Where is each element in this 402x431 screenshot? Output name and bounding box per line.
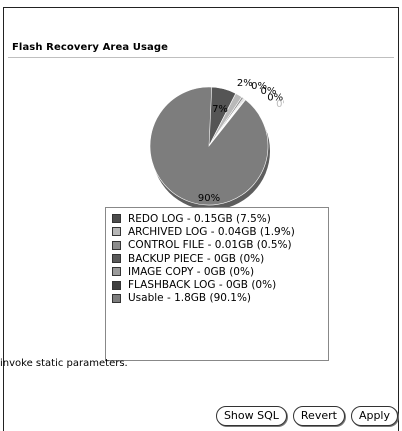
legend-label: ARCHIVED LOG - 0.04GB (1.9%) bbox=[128, 225, 295, 238]
revert-button[interactable]: Revert bbox=[292, 406, 345, 426]
pie-slice-label: 0% bbox=[267, 92, 283, 103]
pie-slice bbox=[149, 86, 269, 206]
bottom-panel bbox=[3, 332, 399, 431]
legend-swatch bbox=[112, 214, 121, 224]
pie-slice-label: 0% bbox=[251, 81, 267, 92]
apply-button[interactable]: Apply bbox=[350, 406, 398, 426]
pie-slice-label: 7% bbox=[212, 104, 228, 115]
chart-legend: REDO LOG - 0.15GB (7.5%) ARCHIVED LOG - … bbox=[105, 207, 329, 361]
legend-item-image-copy: IMAGE COPY - 0GB (0%) bbox=[112, 265, 328, 278]
pie-slice-label: 0% bbox=[260, 86, 276, 97]
legend-swatch bbox=[112, 267, 121, 277]
legend-label: IMAGE COPY - 0GB (0%) bbox=[128, 265, 255, 278]
usage-panel: Flash Recovery Area Usage 7%2%0%0%0%0%90… bbox=[3, 37, 399, 361]
show-sql-button[interactable]: Show SQL bbox=[215, 406, 287, 426]
pie-slice-label: 90% bbox=[198, 193, 220, 204]
legend-label: REDO LOG - 0.15GB (7.5%) bbox=[128, 212, 271, 225]
legend-label: CONTROL FILE - 0.01GB (0.5%) bbox=[128, 239, 292, 252]
legend-swatch bbox=[112, 240, 121, 250]
legend-item-backup-piece: BACKUP PIECE - 0GB (0%) bbox=[112, 252, 328, 265]
legend-swatch bbox=[112, 227, 121, 237]
pie-chart: 7%2%0%0%0%0%90% bbox=[149, 78, 284, 210]
legend-swatch bbox=[112, 280, 121, 290]
pie-slice-label: 2% bbox=[237, 78, 253, 89]
action-buttons: Show SQL Revert Apply bbox=[215, 406, 398, 426]
legend-label: FLASHBACK LOG - 0GB (0%) bbox=[128, 279, 277, 292]
section-title: Flash Recovery Area Usage bbox=[12, 42, 169, 53]
legend-item-control-file: CONTROL FILE - 0.01GB (0.5%) bbox=[112, 239, 328, 252]
legend-item-usable: Usable - 1.8GB (90.1%) bbox=[112, 292, 328, 305]
legend-item-archived-log: ARCHIVED LOG - 0.04GB (1.9%) bbox=[112, 225, 328, 238]
pie-slice-label: 0% bbox=[276, 99, 284, 110]
static-parameters-note: invoke static parameters. bbox=[0, 358, 128, 369]
legend-label: Usable - 1.8GB (90.1%) bbox=[128, 292, 252, 305]
title-divider bbox=[8, 57, 394, 58]
legend-item-redo-log: REDO LOG - 0.15GB (7.5%) bbox=[112, 212, 328, 225]
legend-label: BACKUP PIECE - 0GB (0%) bbox=[128, 252, 265, 265]
legend-swatch bbox=[112, 254, 121, 264]
legend-swatch bbox=[112, 293, 121, 303]
legend-item-flashback-log: FLASHBACK LOG - 0GB (0%) bbox=[112, 278, 328, 291]
top-frame bbox=[3, 7, 399, 37]
